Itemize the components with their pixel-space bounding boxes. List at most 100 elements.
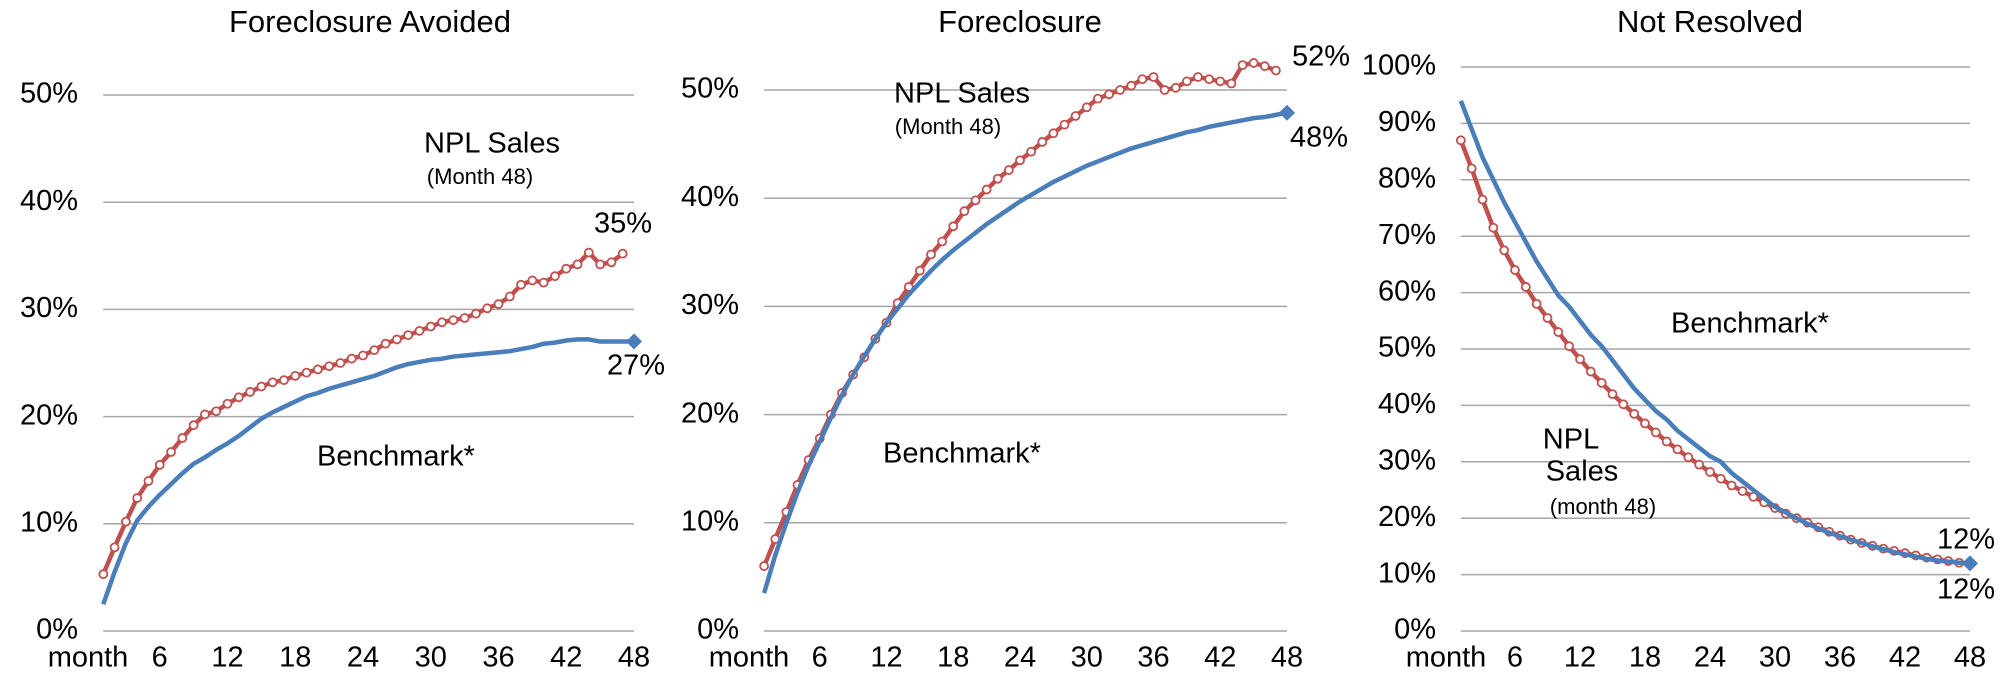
- data-point: [1510, 265, 1520, 275]
- data-point: [1270, 65, 1281, 76]
- data-point: [1048, 128, 1059, 139]
- data-point: [301, 367, 312, 378]
- data-point: [188, 420, 199, 431]
- data-point: [1159, 85, 1170, 95]
- data-point: [1672, 444, 1683, 455]
- data-point: [211, 406, 222, 417]
- end-marker: [1962, 555, 1978, 572]
- data-point: [948, 221, 959, 232]
- data-point: [437, 317, 447, 328]
- y-tick-label: 50%: [20, 78, 78, 110]
- data-point: [504, 291, 515, 302]
- data-point: [1694, 459, 1705, 470]
- y-tick-label: 0%: [36, 614, 78, 646]
- x-tick-label: 30: [1071, 642, 1103, 674]
- data-point: [1081, 102, 1092, 113]
- data-point: [583, 247, 594, 258]
- x-tick-label: 36: [482, 642, 514, 674]
- data-point: [335, 358, 346, 368]
- x-tick-label: 36: [1137, 642, 1169, 674]
- data-point: [132, 493, 143, 503]
- x-tick-label: month: [709, 642, 790, 674]
- data-point: [1640, 418, 1650, 429]
- x-tick-label: 12: [870, 642, 902, 674]
- y-tick-label: 70%: [1378, 219, 1436, 251]
- annotation: Benchmark*: [317, 441, 475, 473]
- y-tick-label: 50%: [681, 73, 739, 105]
- data-point: [143, 476, 154, 486]
- data-point: [1126, 80, 1137, 91]
- data-point: [1037, 137, 1048, 147]
- data-point: [391, 334, 402, 345]
- chart-title: Foreclosure: [938, 4, 1102, 39]
- data-point: [992, 173, 1003, 184]
- data-point: [1248, 58, 1259, 68]
- data-point: [1629, 408, 1640, 419]
- data-point: [346, 353, 357, 364]
- end-marker: [1279, 104, 1295, 121]
- data-point: [1575, 354, 1585, 365]
- data-point: [1215, 76, 1226, 87]
- data-point: [109, 542, 120, 553]
- y-tick-label: 50%: [1378, 332, 1436, 364]
- data-point: [1455, 135, 1466, 146]
- data-point: [1015, 155, 1025, 166]
- x-tick-label: 30: [415, 642, 447, 674]
- annotation: (Month 48): [895, 114, 1001, 139]
- x-tick-label: 6: [1507, 642, 1523, 674]
- data-point: [1499, 245, 1510, 256]
- data-point: [550, 271, 560, 282]
- y-tick-label: 20%: [681, 397, 739, 429]
- data-point: [324, 361, 335, 372]
- data-point: [959, 206, 970, 217]
- data-point: [256, 381, 267, 392]
- data-point: [595, 259, 606, 270]
- x-tick-label: 18: [279, 642, 311, 674]
- end-label: 12%: [1937, 574, 1995, 606]
- x-tick-label: 48: [618, 642, 650, 674]
- annotation: (month 48): [1550, 494, 1656, 519]
- data-point: [1542, 313, 1553, 323]
- data-point: [1193, 72, 1203, 82]
- y-tick-label: 10%: [20, 506, 78, 538]
- data-point: [222, 398, 233, 409]
- end-label: 35%: [594, 208, 652, 240]
- y-tick-label: 80%: [1378, 162, 1436, 194]
- data-point: [1226, 78, 1237, 89]
- annotation: Benchmark*: [1671, 308, 1829, 340]
- data-point: [1737, 486, 1748, 497]
- x-tick-label: 42: [550, 642, 582, 674]
- data-point: [937, 236, 948, 247]
- data-point: [166, 447, 176, 457]
- end-label: 27%: [607, 350, 665, 382]
- x-tick-label: 18: [1629, 642, 1661, 674]
- data-point: [200, 409, 210, 420]
- data-point: [233, 392, 244, 403]
- data-point: [1607, 389, 1618, 400]
- data-point: [1466, 163, 1477, 174]
- end-label: 48%: [1290, 122, 1348, 154]
- x-tick-label: month: [48, 642, 129, 674]
- data-point: [448, 315, 459, 326]
- data-point: [1070, 111, 1081, 121]
- data-point: [606, 257, 617, 268]
- annotation: Sales: [1546, 456, 1619, 488]
- data-point: [1661, 436, 1672, 447]
- x-tick-label: 42: [1204, 642, 1236, 674]
- data-point: [471, 308, 481, 319]
- y-tick-label: 0%: [697, 614, 739, 646]
- data-point: [482, 303, 493, 314]
- x-tick-label: month: [1406, 642, 1487, 674]
- data-point: [403, 330, 414, 341]
- annotation: NPL Sales: [424, 128, 560, 160]
- data-point: [1170, 82, 1181, 93]
- y-tick-label: 100%: [1362, 50, 1436, 82]
- y-tick-label: 30%: [681, 289, 739, 321]
- x-tick-label: 24: [1694, 642, 1726, 674]
- series-line: [101, 250, 625, 576]
- x-tick-label: 48: [1271, 642, 1303, 674]
- data-point: [516, 279, 526, 290]
- data-point: [527, 275, 538, 286]
- y-tick-label: 30%: [1378, 444, 1436, 476]
